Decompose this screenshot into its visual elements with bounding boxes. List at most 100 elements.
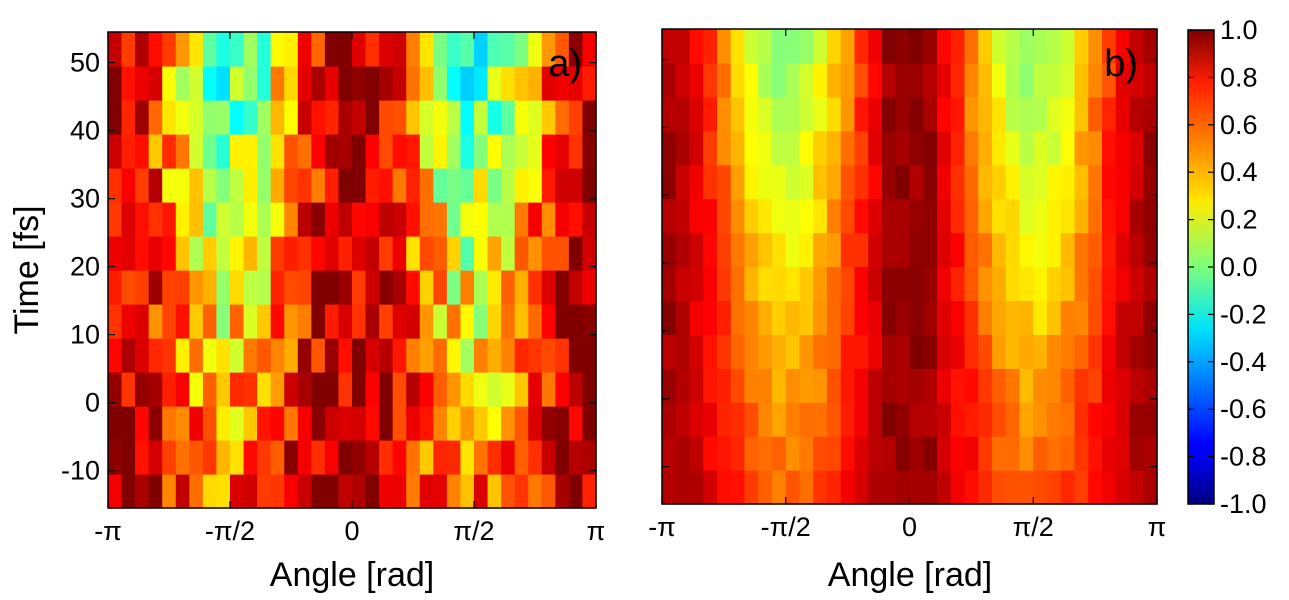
heatmap-cell: [446, 338, 462, 373]
heatmap-cell: [978, 402, 993, 437]
heatmap-cell: [392, 32, 407, 67]
heatmap-cell: [854, 62, 869, 98]
heatmap-cell: [923, 334, 938, 369]
heatmap-cell: [175, 202, 190, 237]
heatmap-cell: [662, 198, 677, 234]
heatmap-cell: [514, 304, 529, 339]
heatmap-cell: [419, 134, 434, 169]
heatmap-cell: [162, 474, 177, 509]
heatmap-cell: [895, 232, 911, 268]
heatmap-cell: [528, 236, 543, 271]
heatmap-cell: [419, 236, 434, 271]
heatmap-cell: [1115, 96, 1131, 132]
heatmap-cell: [744, 334, 759, 369]
heatmap-cell: [568, 236, 584, 271]
heatmap-cell: [446, 270, 462, 305]
heatmap-cell: [528, 304, 543, 339]
heatmap-cell: [662, 164, 677, 200]
heatmap-cell: [474, 100, 489, 135]
heatmap-cell: [1060, 334, 1076, 369]
heatmap-cell: [446, 134, 462, 169]
heatmap-cell: [528, 474, 543, 509]
heatmap-cell: [487, 338, 502, 373]
heatmap-cell: [108, 168, 123, 203]
heatmap-cell: [270, 474, 285, 509]
heatmap-cell: [744, 96, 759, 132]
heatmap-cell: [284, 32, 299, 67]
heatmap-cell: [365, 304, 380, 339]
heatmap-cell: [392, 304, 407, 339]
heatmap-cell: [937, 130, 952, 166]
heatmap-cell: [1102, 198, 1117, 234]
heatmap-cell: [230, 440, 245, 475]
x-tick-label: -π: [648, 512, 676, 542]
heatmap-cell: [311, 66, 326, 101]
heatmap-cell: [895, 368, 911, 403]
heatmap-cell: [813, 266, 828, 302]
heatmap-cell: [964, 266, 979, 302]
heatmap-cell: [379, 440, 394, 475]
heatmap-cell: [799, 96, 814, 132]
heatmap-cell: [379, 372, 394, 407]
heatmap-cell: [675, 266, 691, 302]
heatmap-cell: [799, 470, 814, 505]
heatmap-cell: [882, 334, 897, 369]
heatmap-cell: [827, 300, 842, 335]
heatmap-cell: [108, 338, 123, 373]
heatmap-cell: [1060, 470, 1076, 505]
heatmap-cell: [1060, 164, 1076, 200]
y-tick-label: 10: [70, 320, 100, 350]
heatmap-cell: [311, 304, 326, 339]
heatmap-cell: [1005, 164, 1021, 200]
heatmap-cell: [772, 334, 787, 369]
heatmap-cell: [121, 66, 136, 101]
heatmap-cell: [189, 372, 204, 407]
heatmap-cell: [392, 406, 407, 441]
heatmap-cell: [1143, 164, 1158, 200]
heatmap-cell: [474, 66, 489, 101]
heatmap-cell: [1033, 402, 1048, 437]
heatmap-cell: [1033, 266, 1048, 302]
heatmap-cell: [909, 96, 924, 132]
heatmap-cell: [216, 32, 231, 67]
heatmap-cell: [555, 474, 570, 509]
heatmap-cell: [148, 304, 163, 339]
heatmap-cell: [950, 334, 966, 369]
heatmap-cell: [135, 134, 150, 169]
heatmap-cell: [1047, 96, 1062, 132]
heatmap-cell: [460, 474, 475, 509]
heatmap-cell: [772, 62, 787, 98]
heatmap-cell: [311, 372, 326, 407]
heatmap-cell: [284, 372, 299, 407]
heatmap-cell: [868, 266, 883, 302]
heatmap-cell: [555, 406, 570, 441]
heatmap-cell: [121, 270, 136, 305]
heatmap-cell: [1033, 198, 1048, 234]
heatmap-cell: [827, 96, 842, 132]
heatmap-cell: [324, 236, 340, 271]
heatmap-cell: [270, 372, 285, 407]
heatmap-cell: [1005, 334, 1021, 369]
heatmap-cell: [311, 236, 326, 271]
heatmap-cell: [1033, 368, 1048, 403]
heatmap-cell: [950, 96, 966, 132]
heatmap-cell: [978, 232, 993, 268]
heatmap-cell: [541, 270, 556, 305]
heatmap-cell: [675, 62, 691, 98]
heatmap-cell: [717, 130, 732, 166]
heatmap-cell: [514, 32, 529, 67]
heatmap-cell: [202, 338, 218, 373]
x-axis-label-b: Angle [rad]: [828, 556, 992, 594]
heatmap-cell: [392, 202, 407, 237]
heatmap-cell: [230, 66, 245, 101]
heatmap-cell: [978, 470, 993, 505]
colorbar-tick-label: 0.6: [1220, 110, 1258, 140]
heatmap-cell: [175, 304, 190, 339]
heatmap-cell: [568, 32, 584, 67]
heatmap-cell: [257, 168, 272, 203]
heatmap-cell: [813, 334, 828, 369]
heatmap-cell: [1143, 368, 1158, 403]
heatmap-cell: [744, 300, 759, 335]
heatmap-cell: [1115, 300, 1131, 335]
heatmap-cell: [406, 474, 421, 509]
